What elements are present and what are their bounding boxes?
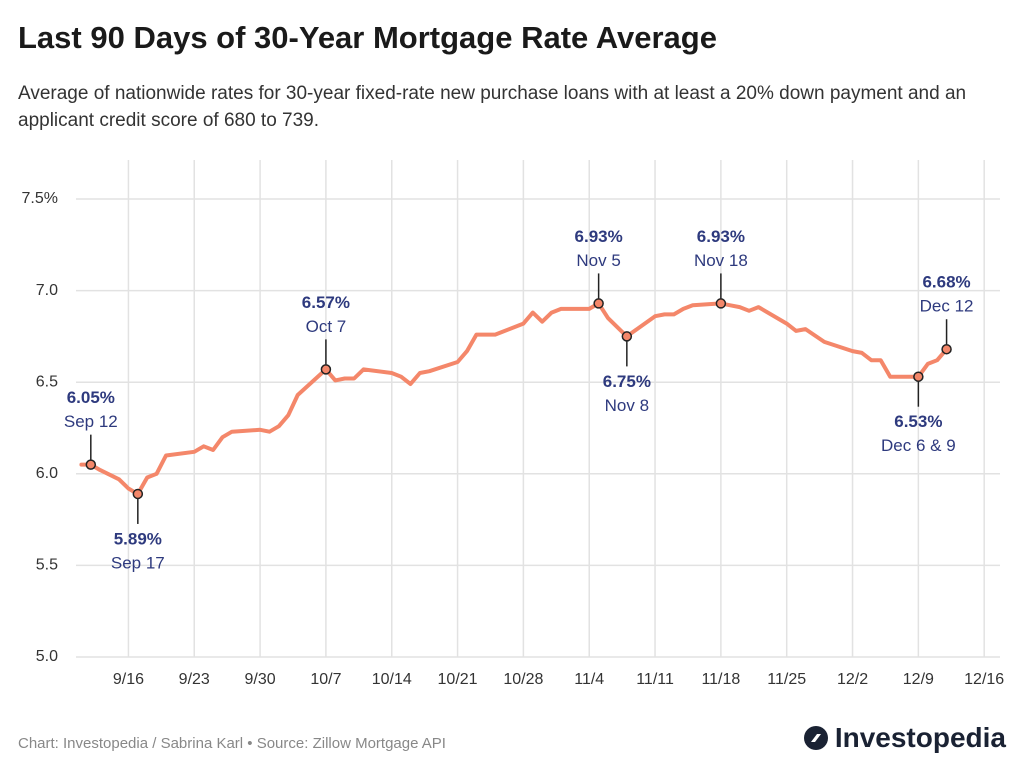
annotation-label: Oct 7 [306, 317, 347, 336]
x-tick-label: 9/23 [179, 671, 210, 688]
logo: Investopedia [803, 722, 1006, 754]
x-tick-label: 9/30 [245, 671, 276, 688]
chart: 5.0 5.5 6.0 6.5 7.0 7.5% 9/16 9/23 9/30 10/7 10/14… [22, 160, 1004, 688]
x-tick-label: 9/16 [113, 671, 144, 688]
y-tick-label: 6.5 [36, 373, 58, 390]
annotation-value: 6.68% [922, 273, 970, 292]
x-tick-label: 11/25 [767, 671, 806, 688]
x-tick-label: 10/14 [372, 671, 412, 688]
annotation-value: 6.57% [302, 293, 350, 312]
y-tick-label: 7.0 [36, 282, 58, 299]
annotation-dot [132, 488, 144, 500]
annotation-dot [621, 331, 633, 342]
annotation-label: Nov 18 [694, 251, 748, 270]
x-tick-label: 11/11 [636, 671, 674, 688]
y-tick-label: 7.5% [22, 190, 58, 207]
x-tick-label: 12/16 [964, 671, 1004, 688]
y-tick-label: 5.5 [36, 557, 58, 574]
x-tick-label: 10/7 [310, 671, 341, 688]
annotation-value: 6.53% [894, 412, 942, 431]
logo-text: Investopedia [834, 722, 1006, 753]
x-tick-label: 12/2 [837, 671, 868, 688]
x-tick-label: 12/9 [903, 671, 934, 688]
x-tick-label: 11/18 [701, 671, 740, 688]
x-tick-label: 10/28 [503, 671, 543, 688]
annotation-label: Nov 8 [605, 396, 649, 415]
line-series [79, 301, 949, 496]
annotation-label: Sep 12 [64, 412, 118, 431]
annotation-dot [320, 364, 332, 375]
annotation-dot [913, 371, 924, 382]
y-tick-label: 5.0 [36, 648, 58, 665]
annotation-value: 6.93% [697, 227, 745, 246]
source-note: Chart: Investopedia / Sabrina Karl • Sou… [18, 735, 446, 752]
annotation-value: 6.93% [575, 227, 623, 246]
x-tick-label: 11/4 [574, 671, 604, 688]
annotation-dot [715, 298, 727, 309]
y-tick-label: 6.0 [36, 465, 58, 482]
annotation-dot [85, 459, 97, 470]
chart-subtitle: Average of nationwide rates for 30-year … [18, 83, 967, 131]
x-tick-label: 10/21 [438, 671, 478, 688]
annotation-label: Nov 5 [576, 251, 620, 270]
chart-title: Last 90 Days of 30-Year Mortgage Rate Av… [18, 20, 717, 55]
annotation-dot [941, 343, 952, 355]
annotation-value: 5.89% [114, 529, 162, 548]
annotation-dot [593, 298, 604, 309]
annotation-value: 6.75% [603, 372, 651, 391]
annotation-label: Sep 17 [111, 553, 165, 572]
logo-icon [803, 726, 828, 750]
annotation-value: 6.05% [67, 388, 115, 407]
annotation-label: Dec 12 [920, 297, 974, 316]
annotation-label: Dec 6 & 9 [881, 436, 956, 455]
